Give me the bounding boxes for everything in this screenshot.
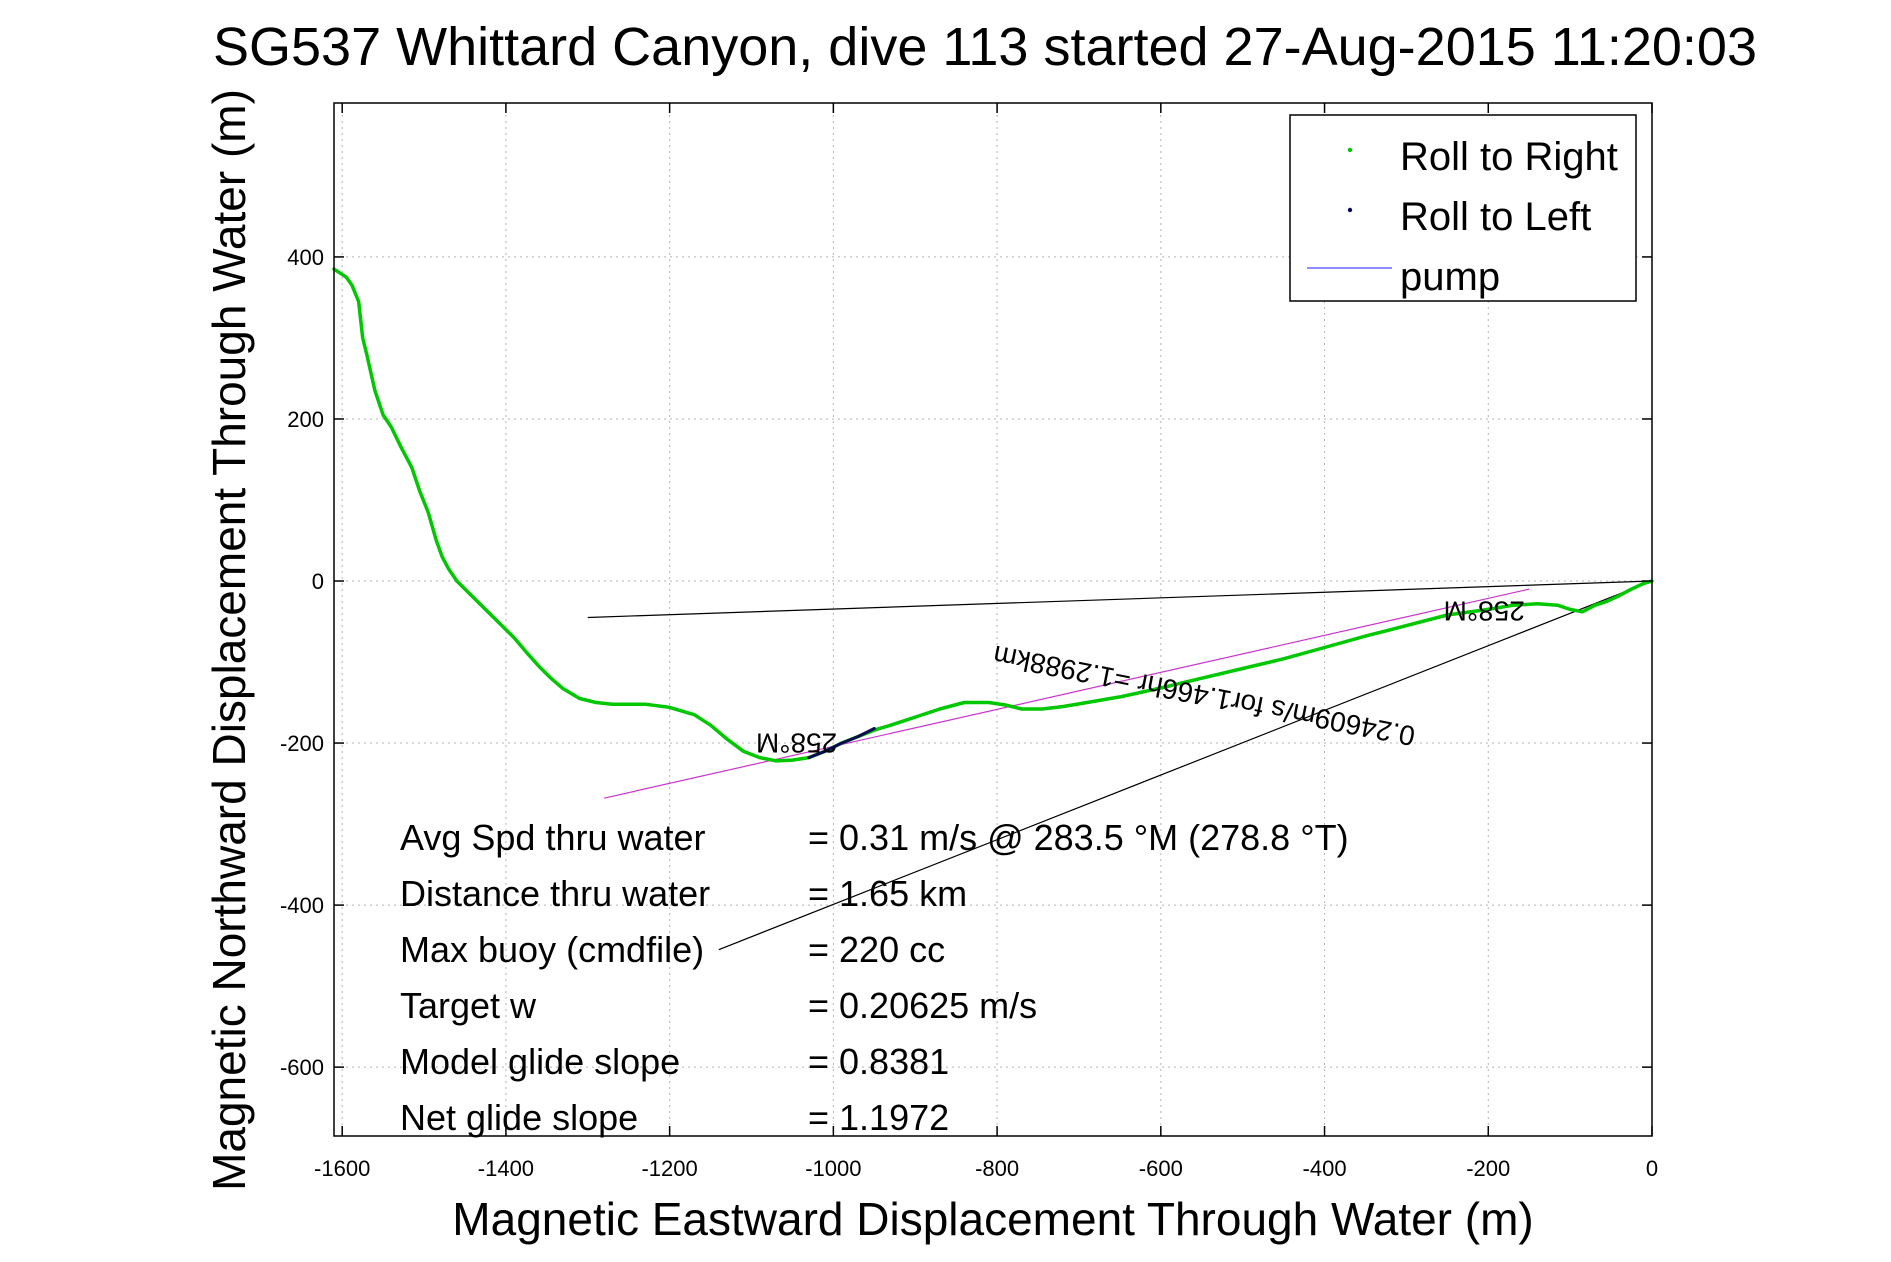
legend-label-roll-right: Roll to Right: [1400, 135, 1618, 179]
x-tick-label: -1600: [314, 1156, 370, 1181]
legend-marker-roll-right: [1347, 147, 1353, 153]
x-tick-label: 0: [1646, 1156, 1658, 1181]
y-tick-label: -200: [280, 731, 324, 756]
x-axis-label: Magnetic Eastward Displacement Through W…: [452, 1193, 1533, 1245]
stat-label: Max buoy (cmdfile): [400, 929, 704, 970]
stats-block: Avg Spd thru water = 0.31 m/s @ 283.5 °M …: [400, 817, 1349, 1138]
x-tick-label: -800: [975, 1156, 1019, 1181]
legend-box: [1289, 114, 1637, 302]
y-tick-label: -400: [280, 893, 324, 918]
chart-title: SG537 Whittard Canyon, dive 113 started …: [213, 17, 1757, 77]
stat-value: = 1.1972: [808, 1097, 949, 1138]
stat-value: = 0.31 m/s @ 283.5 °M (278.8 °T): [808, 817, 1349, 858]
y-tick-label: 0: [312, 569, 324, 594]
x-tick-label: -1000: [805, 1156, 861, 1181]
current-line-1: [587, 580, 1653, 619]
legend-label-roll-left: Roll to Left: [1400, 195, 1591, 239]
y-axis-label: Magnetic Northward Displacement Through …: [203, 89, 255, 1191]
heading-line: [604, 588, 1530, 799]
x-tick-label: -200: [1466, 1156, 1510, 1181]
series-roll-to-left: [807, 727, 876, 760]
y-tick-label: -600: [280, 1055, 324, 1080]
reference-lines: [587, 580, 1653, 951]
legend-marker-roll-left: [1347, 207, 1353, 213]
stat-label: Target w: [400, 985, 537, 1026]
x-tick-label: -600: [1139, 1156, 1183, 1181]
stat-label: Model glide slope: [400, 1041, 680, 1082]
y-tick-label: 200: [287, 407, 324, 432]
x-tick-label: -1200: [641, 1156, 697, 1181]
heading-label-2: 258°M: [1444, 595, 1525, 626]
x-tick-label: -1400: [478, 1156, 534, 1181]
series-roll-to-right: [332, 267, 1654, 763]
stat-value: = 0.8381: [808, 1041, 949, 1082]
axis-ticks: -1600 -1400 -1200 -1000 -800 -600 -400 -200 0 400…: [280, 103, 1658, 1181]
heading-label-1: 258°M: [756, 727, 837, 758]
stat-value: = 1.65 km: [808, 873, 967, 914]
drift-label: 0.24609m/s for1.466hr =1.2988km: [991, 640, 1418, 752]
x-tick-label: -400: [1303, 1156, 1347, 1181]
current-line-2: [718, 580, 1653, 951]
legend-label-pump: pump: [1400, 255, 1500, 299]
series: [332, 267, 1654, 763]
plot-frame: [333, 102, 1653, 1137]
y-tick-label: 400: [287, 245, 324, 270]
stat-label: Avg Spd thru water: [400, 817, 706, 858]
stat-label: Distance thru water: [400, 873, 710, 914]
stat-value: = 0.20625 m/s: [808, 985, 1037, 1026]
stat-label: Net glide slope: [400, 1097, 638, 1138]
stat-value: = 220 cc: [808, 929, 945, 970]
legend: Roll to Right Roll to Left pump: [1289, 114, 1637, 302]
